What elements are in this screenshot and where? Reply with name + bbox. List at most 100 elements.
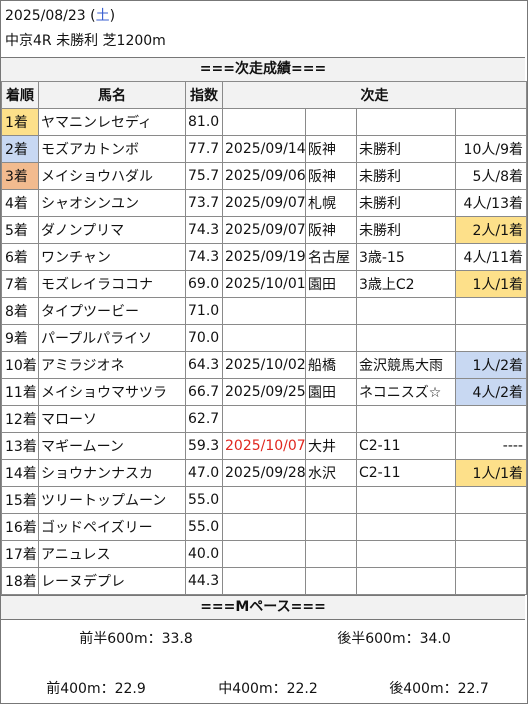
horse-name-cell: ヤマニンレセディ <box>38 108 186 136</box>
pace-row-400: 前400m：22.9 中400m：22.2 後400m：22.7 <box>1 678 525 698</box>
results-table: 着順 馬名 指数 次走 1着 ヤマニンレセディ 81.0 2着 モズアカトンボ 77.7 2… <box>1 81 527 595</box>
next-race-track-cell: 阪神 <box>305 162 357 190</box>
table-row: 16着 ゴッドペイズリー 55.0 <box>1 513 527 541</box>
next-race-result-cell <box>455 297 527 325</box>
next-race-track-cell: 水沢 <box>305 459 357 487</box>
rank-cell: 16着 <box>1 513 39 541</box>
index-cell: 75.7 <box>185 162 223 190</box>
next-race-class-cell: C2-11 <box>356 432 456 460</box>
next-race-date-cell: 2025/09/06 <box>222 162 306 190</box>
horse-name-cell: シャオシンユン <box>38 189 186 217</box>
table-header-row: 着順 馬名 指数 次走 <box>1 81 527 109</box>
index-cell: 71.0 <box>185 297 223 325</box>
first-half-600m: 前半600m：33.8 <box>79 631 193 647</box>
next-race-result-cell: 1人/1着 <box>455 459 527 487</box>
next-race-class-cell: 未勝利 <box>356 162 456 190</box>
rank-cell: 3着 <box>1 162 39 190</box>
next-race-class-cell <box>356 513 456 541</box>
horse-name-cell: メイショウハダル <box>38 162 186 190</box>
horse-name-cell: メイショウマサツラ <box>38 378 186 406</box>
index-cell: 74.3 <box>185 216 223 244</box>
next-race-date-cell <box>222 540 306 568</box>
table-row: 18着 レーヌデプレ 44.3 <box>1 567 527 595</box>
next-race-result-cell <box>455 405 527 433</box>
rank-cell: 1着 <box>1 108 39 136</box>
next-race-track-cell: 札幌 <box>305 189 357 217</box>
next-race-track-cell: 阪神 <box>305 216 357 244</box>
rank-cell: 11着 <box>1 378 39 406</box>
next-race-track-cell <box>305 486 357 514</box>
index-cell: 40.0 <box>185 540 223 568</box>
next-race-class-cell <box>356 567 456 595</box>
next-race-track-cell <box>305 108 357 136</box>
table-row: 5着 ダノンプリマ 74.3 2025/09/07 阪神 未勝利 2人/1着 <box>1 216 527 244</box>
next-race-track-cell: 園田 <box>305 378 357 406</box>
next-race-class-cell <box>356 405 456 433</box>
rank-cell: 13着 <box>1 432 39 460</box>
index-cell: 59.3 <box>185 432 223 460</box>
next-race-class-cell: C2-11 <box>356 459 456 487</box>
next-race-date-cell <box>222 108 306 136</box>
horse-name-cell: モズレイラココナ <box>38 270 186 298</box>
col-header-index: 指数 <box>185 81 223 109</box>
horse-name-cell: ワンチャン <box>38 243 186 271</box>
index-cell: 44.3 <box>185 567 223 595</box>
next-race-result-cell: 1人/2着 <box>455 351 527 379</box>
table-row: 6着 ワンチャン 74.3 2025/09/19 名古屋 3歳-15 4人/11着 <box>1 243 527 271</box>
table-row: 8着 タイプツービー 71.0 <box>1 297 527 325</box>
rank-cell: 17着 <box>1 540 39 568</box>
rank-cell: 2着 <box>1 135 39 163</box>
next-race-date-cell <box>222 486 306 514</box>
next-race-result-cell <box>455 513 527 541</box>
next-race-result-cell: 10人/9着 <box>455 135 527 163</box>
next-race-track-cell <box>305 540 357 568</box>
next-race-class-cell <box>356 297 456 325</box>
index-cell: 55.0 <box>185 513 223 541</box>
table-row: 11着 メイショウマサツラ 66.7 2025/09/25 園田 ネコニスズ☆ 4人/2着 <box>1 378 527 406</box>
next-race-result-cell: 5人/8着 <box>455 162 527 190</box>
table-row: 10着 アミラジオネ 64.3 2025/10/02 船橋 金沢競馬大雨 1人/2着 <box>1 351 527 379</box>
next-race-class-cell: 金沢競馬大雨 <box>356 351 456 379</box>
next-race-class-cell: 未勝利 <box>356 135 456 163</box>
next-race-date-cell <box>222 405 306 433</box>
next-race-result-cell <box>455 486 527 514</box>
next-race-track-cell <box>305 324 357 352</box>
next-race-track-cell <box>305 405 357 433</box>
next-race-date-cell <box>222 324 306 352</box>
table-row: 15着 ツリートップムーン 55.0 <box>1 486 527 514</box>
table-row: 17着 アニュレス 40.0 <box>1 540 527 568</box>
rank-cell: 8着 <box>1 297 39 325</box>
rank-cell: 15着 <box>1 486 39 514</box>
next-race-date-cell: 2025/09/28 <box>222 459 306 487</box>
table-row: 14着 ショウナンナスカ 47.0 2025/09/28 水沢 C2-11 1人/1着 <box>1 459 527 487</box>
next-race-date-cell: 2025/09/07 <box>222 216 306 244</box>
index-cell: 62.7 <box>185 405 223 433</box>
horse-name-cell: モズアカトンボ <box>38 135 186 163</box>
next-race-result-cell <box>455 567 527 595</box>
horse-name-cell: パープルパライソ <box>38 324 186 352</box>
back-400m: 後400m：22.7 <box>389 681 489 697</box>
table-row: 13着 マギームーン 59.3 2025/10/07 大井 C2-11 ---- <box>1 432 527 460</box>
next-race-date-cell: 2025/09/19 <box>222 243 306 271</box>
horse-name-cell: ダノンプリマ <box>38 216 186 244</box>
rank-cell: 9着 <box>1 324 39 352</box>
next-race-result-cell: 4人/2着 <box>455 378 527 406</box>
next-race-result-cell: 1人/1着 <box>455 270 527 298</box>
table-row: 7着 モズレイラココナ 69.0 2025/10/01 園田 3歳上C2 1人/1着 <box>1 270 527 298</box>
middle-400m: 中400m：22.2 <box>218 681 318 697</box>
horse-name-cell: ゴッドペイズリー <box>38 513 186 541</box>
next-race-class-cell <box>356 108 456 136</box>
table-row: 3着 メイショウハダル 75.7 2025/09/06 阪神 未勝利 5人/8着 <box>1 162 527 190</box>
next-race-date-cell: 2025/09/25 <box>222 378 306 406</box>
index-cell: 55.0 <box>185 486 223 514</box>
index-cell: 47.0 <box>185 459 223 487</box>
next-race-date-cell <box>222 513 306 541</box>
second-half-600m: 後半600m：34.0 <box>337 631 451 647</box>
next-race-class-cell <box>356 324 456 352</box>
next-race-track-cell <box>305 567 357 595</box>
next-race-result-cell <box>455 324 527 352</box>
next-race-date-cell <box>222 297 306 325</box>
front-400m: 前400m：22.9 <box>46 681 146 697</box>
next-race-class-cell: 未勝利 <box>356 216 456 244</box>
col-header-rank: 着順 <box>1 81 39 109</box>
